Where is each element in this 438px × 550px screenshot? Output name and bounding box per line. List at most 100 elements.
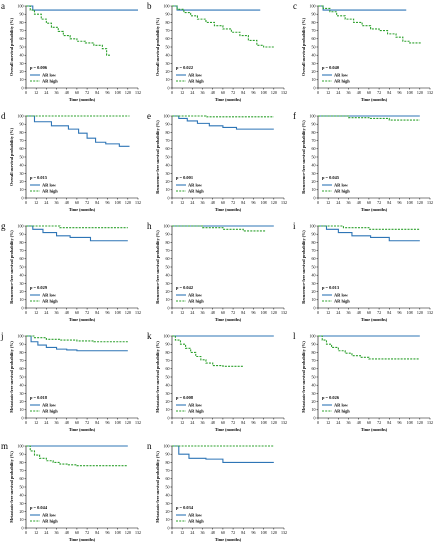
y-tick-label: 80 bbox=[166, 240, 170, 245]
x-tick-label: 84 bbox=[241, 420, 245, 425]
y-tick-label: 0 bbox=[168, 415, 170, 420]
y-tick-label: 10 bbox=[20, 517, 24, 522]
y-tick-label: 80 bbox=[20, 130, 24, 135]
legend-label: AR low bbox=[334, 183, 349, 188]
x-tick-label: 48 bbox=[65, 420, 69, 425]
x-tick-label: 12 bbox=[34, 310, 38, 315]
y-tick-label: 100 bbox=[164, 333, 170, 338]
x-tick-label: 120 bbox=[417, 310, 423, 315]
y-tick-label: 100 bbox=[164, 3, 170, 8]
y-axis-label: Overall survival probability (%) bbox=[9, 127, 14, 186]
x-tick-label: 60 bbox=[367, 310, 371, 315]
y-tick-label: 50 bbox=[20, 44, 24, 49]
y-tick-label: 50 bbox=[312, 264, 316, 269]
x-tick-label: 0 bbox=[171, 90, 173, 95]
x-tick-label: 120 bbox=[271, 310, 277, 315]
y-tick-label: 0 bbox=[168, 305, 170, 310]
x-tick-label: 48 bbox=[357, 90, 361, 95]
x-tick-label: 12 bbox=[326, 420, 330, 425]
panel-c: c 0 10 20 30 40 50 60 70 80 90 100 0 12 24 36 48 60 72 84 96… bbox=[293, 1, 433, 102]
legend-label: AR low bbox=[42, 403, 57, 408]
series-line-ar-high bbox=[172, 115, 274, 118]
x-tick-label: 36 bbox=[55, 90, 59, 95]
p-value: p = 0.018 bbox=[30, 395, 48, 400]
x-tick-label: 84 bbox=[95, 310, 99, 315]
y-tick-label: 70 bbox=[20, 358, 24, 363]
y-axis-label: Metastasis-free survival probability (%) bbox=[155, 451, 160, 523]
y-tick-label: 90 bbox=[166, 12, 170, 17]
x-tick-label: 0 bbox=[317, 90, 319, 95]
x-axis-label: Time (months) bbox=[361, 207, 388, 212]
x-tick-label: 108 bbox=[115, 90, 121, 95]
x-tick-label: 84 bbox=[95, 420, 99, 425]
x-tick-label: 84 bbox=[387, 420, 391, 425]
y-tick-label: 40 bbox=[312, 163, 316, 168]
x-tick-label: 48 bbox=[211, 420, 215, 425]
y-tick-label: 50 bbox=[166, 374, 170, 379]
y-axis-label: Overall survival probability (%) bbox=[155, 17, 160, 76]
y-tick-label: 20 bbox=[166, 289, 170, 294]
panel-label: l bbox=[293, 331, 296, 341]
x-tick-label: 72 bbox=[231, 90, 235, 95]
p-value: p = 0.022 bbox=[176, 65, 193, 70]
y-tick-label: 100 bbox=[310, 333, 316, 338]
x-tick-label: 120 bbox=[417, 420, 423, 425]
y-tick-label: 30 bbox=[166, 391, 170, 396]
x-tick-label: 24 bbox=[44, 420, 48, 425]
x-tick-label: 12 bbox=[34, 530, 38, 535]
y-tick-label: 50 bbox=[166, 264, 170, 269]
y-tick-label: 90 bbox=[166, 232, 170, 237]
x-tick-label: 108 bbox=[115, 200, 121, 205]
x-tick-label: 24 bbox=[336, 420, 340, 425]
panel-label: j bbox=[0, 331, 4, 341]
y-tick-label: 60 bbox=[312, 256, 316, 261]
y-tick-label: 50 bbox=[20, 374, 24, 379]
x-axis-label: Time (months) bbox=[215, 537, 242, 542]
p-value: p = 0.006 bbox=[30, 65, 48, 70]
y-tick-label: 90 bbox=[20, 232, 24, 237]
p-value: p = 0.034 bbox=[176, 505, 194, 510]
panel-g: g 0 10 20 30 40 50 60 70 80 90 100 0 12 24 36 48 60 72 84 96… bbox=[1, 221, 141, 322]
y-tick-label: 50 bbox=[166, 484, 170, 489]
x-tick-label: 24 bbox=[44, 530, 48, 535]
legend-label: AR high bbox=[42, 79, 58, 84]
x-tick-label: 96 bbox=[105, 90, 109, 95]
x-tick-label: 48 bbox=[65, 90, 69, 95]
x-tick-label: 120 bbox=[271, 420, 277, 425]
y-tick-label: 20 bbox=[20, 69, 24, 74]
x-tick-label: 72 bbox=[377, 200, 381, 205]
x-tick-label: 84 bbox=[95, 200, 99, 205]
x-tick-label: 36 bbox=[55, 310, 59, 315]
x-tick-label: 12 bbox=[180, 310, 184, 315]
y-tick-label: 60 bbox=[20, 476, 24, 481]
series-line-ar-high bbox=[172, 5, 274, 48]
x-tick-label: 24 bbox=[190, 90, 194, 95]
y-tick-label: 80 bbox=[312, 20, 316, 25]
x-tick-label: 60 bbox=[75, 420, 79, 425]
y-tick-label: 80 bbox=[312, 350, 316, 355]
y-tick-label: 100 bbox=[18, 333, 24, 338]
y-tick-label: 70 bbox=[20, 248, 24, 253]
y-tick-label: 90 bbox=[312, 122, 316, 127]
x-tick-label: 84 bbox=[241, 200, 245, 205]
y-tick-label: 90 bbox=[312, 232, 316, 237]
x-tick-label: 36 bbox=[347, 310, 351, 315]
y-tick-label: 50 bbox=[166, 44, 170, 49]
x-tick-label: 72 bbox=[377, 420, 381, 425]
x-tick-label: 48 bbox=[65, 530, 69, 535]
y-tick-label: 70 bbox=[166, 248, 170, 253]
legend-label: AR low bbox=[334, 73, 349, 78]
x-axis-label: Time (months) bbox=[69, 537, 96, 542]
x-tick-label: 24 bbox=[190, 200, 194, 205]
x-tick-label: 48 bbox=[211, 90, 215, 95]
y-tick-label: 10 bbox=[20, 187, 24, 192]
y-tick-label: 80 bbox=[20, 350, 24, 355]
y-axis-label: Metastasis-free survival probability (%) bbox=[301, 341, 306, 413]
x-tick-label: 48 bbox=[357, 420, 361, 425]
y-tick-label: 50 bbox=[20, 484, 24, 489]
panel-label: h bbox=[147, 221, 152, 231]
panel-label: f bbox=[293, 111, 296, 121]
y-tick-label: 60 bbox=[166, 476, 170, 481]
y-tick-label: 10 bbox=[166, 407, 170, 412]
series-line-ar-low bbox=[26, 115, 130, 147]
